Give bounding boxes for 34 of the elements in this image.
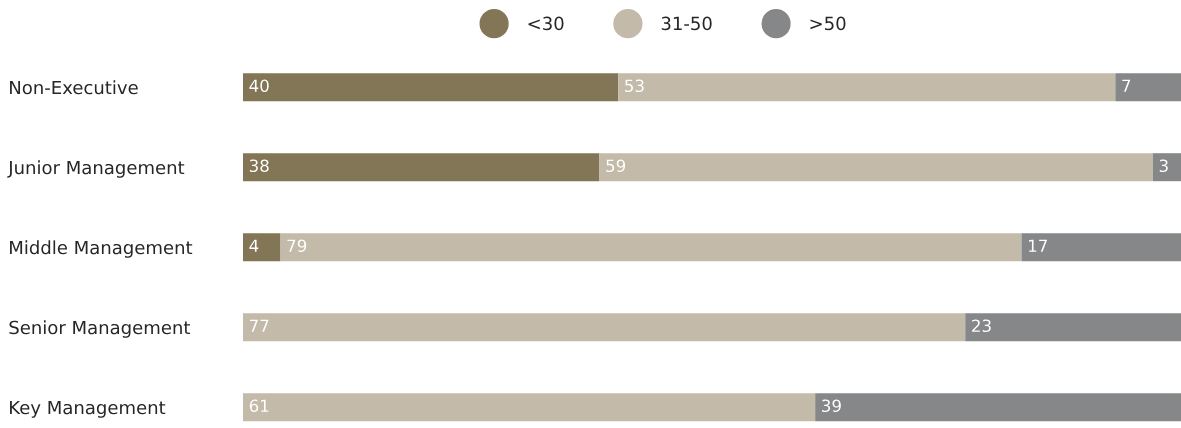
bar: [618, 73, 1116, 102]
data-label: 53: [625, 79, 644, 93]
data-label: 61: [249, 399, 269, 413]
y-tick-label: Key Management: [10, 400, 166, 418]
bar: [243, 233, 281, 262]
bar: [1152, 153, 1181, 182]
data-label: 4: [249, 239, 259, 252]
data-label: 77: [250, 319, 269, 332]
y-tick-label: Senior Management: [9, 320, 191, 338]
data-label: 79: [287, 239, 307, 253]
legend-label: <30: [528, 16, 564, 31]
data-label: 38: [249, 159, 269, 173]
bar: [965, 313, 1181, 342]
bar: [243, 393, 816, 422]
bar: [1115, 73, 1181, 102]
data-label: 39: [822, 399, 841, 413]
data-label: 17: [1029, 239, 1047, 252]
data-label: 3: [1159, 159, 1168, 173]
data-label: 23: [972, 319, 991, 333]
bar: [243, 313, 966, 342]
data-label: 7: [1122, 79, 1131, 92]
bar: [243, 153, 600, 182]
bar: [243, 73, 619, 102]
y-tick-label: Middle Management: [10, 240, 193, 258]
legend-label: >50: [810, 16, 846, 31]
bar: [815, 393, 1181, 422]
y-tick-label: Junior Management: [7, 160, 185, 178]
data-label: 40: [249, 79, 269, 93]
bar: [599, 153, 1153, 182]
bar: [1021, 233, 1181, 262]
data-label: 59: [606, 159, 626, 173]
y-tick-label: Non-Executive: [10, 80, 138, 95]
bar: [280, 233, 1022, 262]
legend-label: 31-50: [661, 16, 712, 31]
